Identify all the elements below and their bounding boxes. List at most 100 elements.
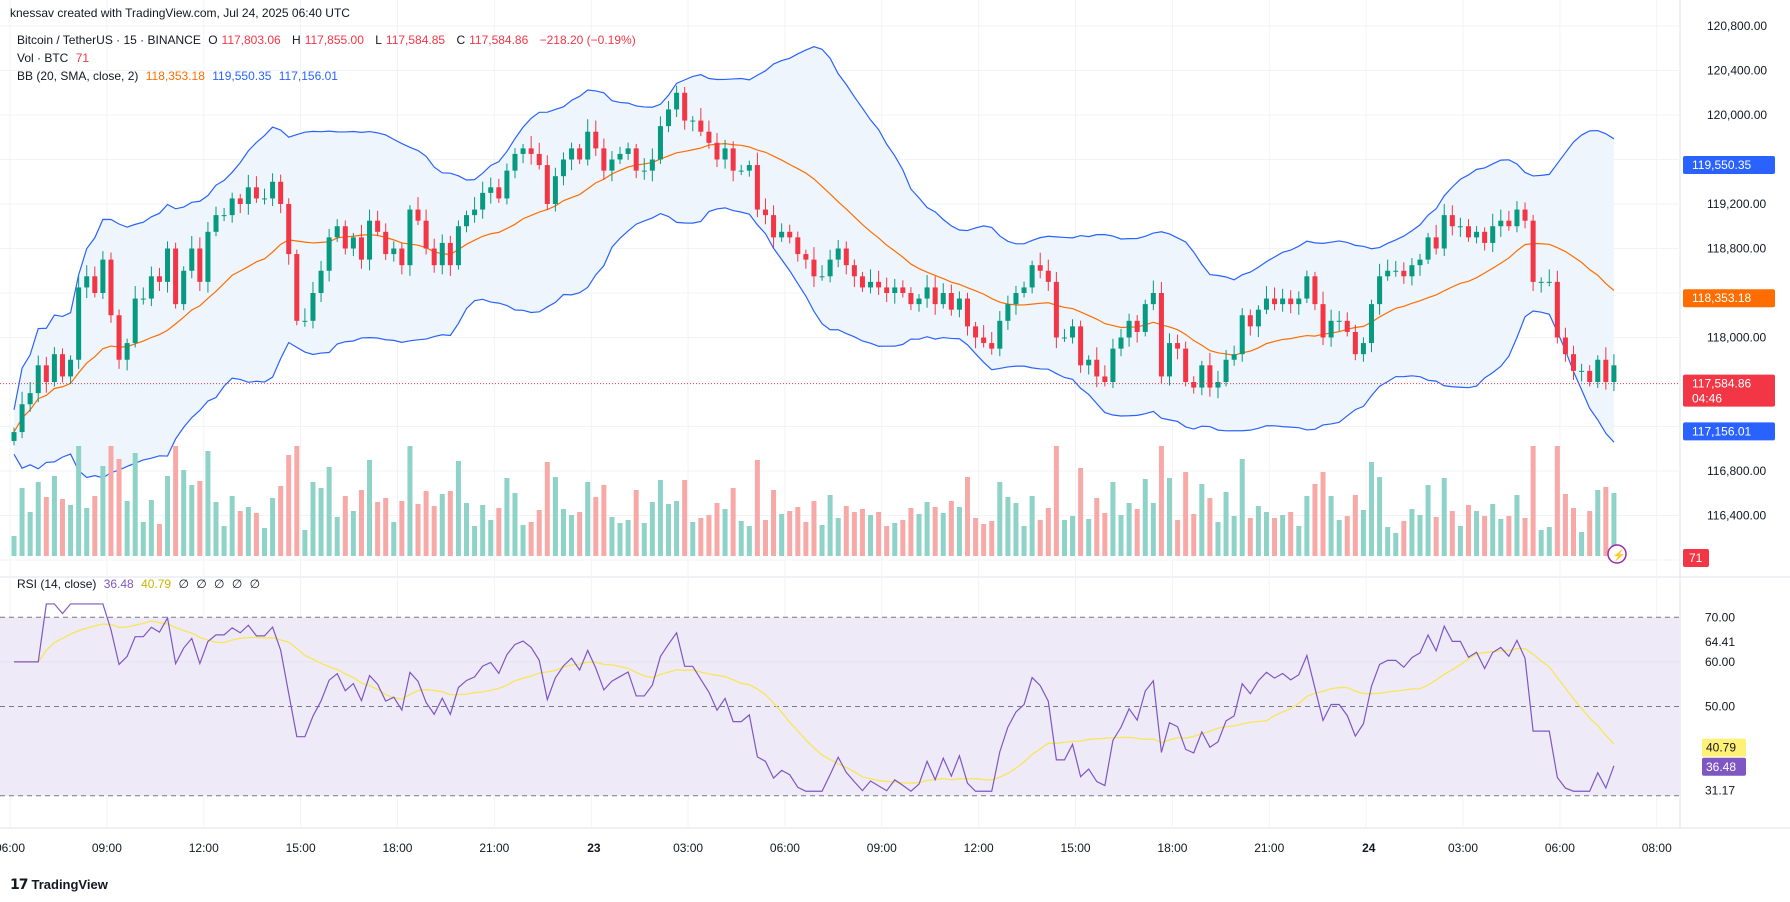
candle-body: [674, 92, 680, 110]
volume-bar: [876, 512, 882, 556]
time-tick-label: 15:00: [1061, 841, 1091, 855]
lightning-icon[interactable]: ⚡: [1607, 544, 1627, 564]
volume-bar: [1142, 479, 1148, 556]
bb-basis-price-label-text: 118,353.18: [1692, 291, 1751, 305]
volume-bar: [1263, 512, 1269, 556]
candle-body: [84, 276, 90, 288]
candle-body: [342, 226, 348, 249]
candle-body: [1579, 370, 1585, 372]
candle-body: [706, 131, 712, 143]
candle-body: [835, 248, 841, 260]
candle-body: [1320, 304, 1326, 338]
candle-body: [1611, 365, 1617, 382]
candle-body: [827, 259, 833, 277]
candle-body: [1126, 320, 1132, 338]
bb-lower-line: [13, 207, 1615, 479]
volume-bar: [496, 508, 502, 556]
volume-bar: [560, 509, 566, 556]
candle-body: [173, 248, 179, 305]
rsi-legend[interactable]: RSI (14, close) 36.48 40.79 ∅ ∅ ∅ ∅ ∅: [17, 577, 264, 591]
volume-bar: [1175, 520, 1181, 556]
volume-bar: [148, 500, 154, 556]
symbol-title[interactable]: Bitcoin / TetherUS · 15 · BINANCE: [17, 33, 201, 47]
candle-body: [189, 248, 195, 271]
candle-body: [1013, 293, 1019, 305]
candle-body: [1078, 326, 1084, 366]
candle-body: [318, 270, 324, 293]
candle-body: [981, 337, 987, 344]
volume-bar: [286, 455, 292, 556]
rsi-line: [14, 603, 1615, 793]
volume-bar: [383, 498, 389, 556]
time-tick-label: 21:00: [1254, 841, 1284, 855]
candle-body: [302, 320, 308, 322]
volume-bar: [1562, 494, 1568, 556]
volume-bar: [342, 496, 348, 556]
volume-bar: [552, 477, 558, 556]
rsi-ma-price-label-text: 40.79: [1706, 741, 1736, 755]
candle-body: [35, 365, 41, 394]
volume-bar: [601, 485, 607, 556]
volume-bar: [803, 522, 809, 556]
candle-body: [1352, 331, 1358, 355]
rsi-tick-label: 70.00: [1705, 610, 1735, 624]
candle-body: [496, 187, 502, 199]
candle-body: [334, 226, 340, 238]
candle-body: [1393, 270, 1399, 272]
volume-bar: [488, 520, 494, 556]
volume-label-text: 71: [1689, 551, 1703, 565]
volume-bar: [577, 512, 583, 556]
volume-legend[interactable]: Vol · BTC 71: [17, 51, 93, 65]
bb-legend[interactable]: BB (20, SMA, close, 2) 118,353.18 119,55…: [17, 69, 342, 83]
volume-bar: [237, 511, 243, 556]
candle-body: [1546, 281, 1552, 283]
volume-bar: [1070, 516, 1076, 556]
candle-body: [43, 365, 49, 382]
candle-body: [1296, 298, 1302, 305]
volume-bar: [512, 493, 518, 556]
price-tick-label: 118,800.00: [1707, 242, 1766, 256]
bb-lower-price-label-text: 117,156.01: [1692, 424, 1751, 438]
candle-body: [1134, 320, 1140, 332]
volume-bar: [714, 503, 720, 556]
close-value: 117,584.86: [469, 33, 529, 47]
tradingview-brand: TradingView: [31, 877, 108, 892]
volume-bar: [989, 521, 995, 556]
candle-body: [237, 198, 243, 204]
volume-bar: [924, 502, 930, 556]
rsi-value-price-label-text: 36.48: [1706, 760, 1736, 774]
volume-bar: [253, 513, 259, 556]
candle-body: [1061, 337, 1067, 339]
rsi-empty-4: ∅: [231, 577, 243, 591]
volume-bar: [261, 528, 267, 556]
candle-body: [100, 259, 106, 293]
candle-body: [1239, 315, 1245, 355]
volume-bar: [722, 509, 728, 556]
candle-body: [900, 287, 906, 293]
candle-body: [714, 142, 720, 160]
candle-body: [843, 248, 849, 266]
candle-body: [261, 198, 267, 200]
volume-bar: [1320, 472, 1326, 556]
candle-body: [399, 248, 405, 266]
volume-bar: [916, 514, 922, 556]
candle-body: [1272, 298, 1278, 305]
tradingview-logo[interactable]: 𝟭𝟳 TradingView: [10, 876, 108, 893]
candle-body: [787, 231, 793, 238]
symbol-legend[interactable]: Bitcoin / TetherUS · 15 · BINANCE O 117,8…: [17, 33, 640, 47]
candle-body: [552, 176, 558, 204]
rsi-low-label: 31.17: [1705, 783, 1735, 797]
volume-bar: [859, 509, 865, 556]
candle-body: [447, 242, 453, 266]
bb-basis-value: 118,353.18: [145, 69, 205, 83]
candle-body: [1344, 320, 1350, 332]
candle-body: [730, 148, 736, 171]
candle-body: [431, 248, 437, 266]
candle-body: [375, 220, 381, 232]
candle-body: [722, 148, 728, 160]
candle-body: [68, 359, 74, 377]
candle-body: [560, 159, 566, 177]
candle-body: [1255, 309, 1261, 327]
candle-body: [1336, 320, 1342, 322]
